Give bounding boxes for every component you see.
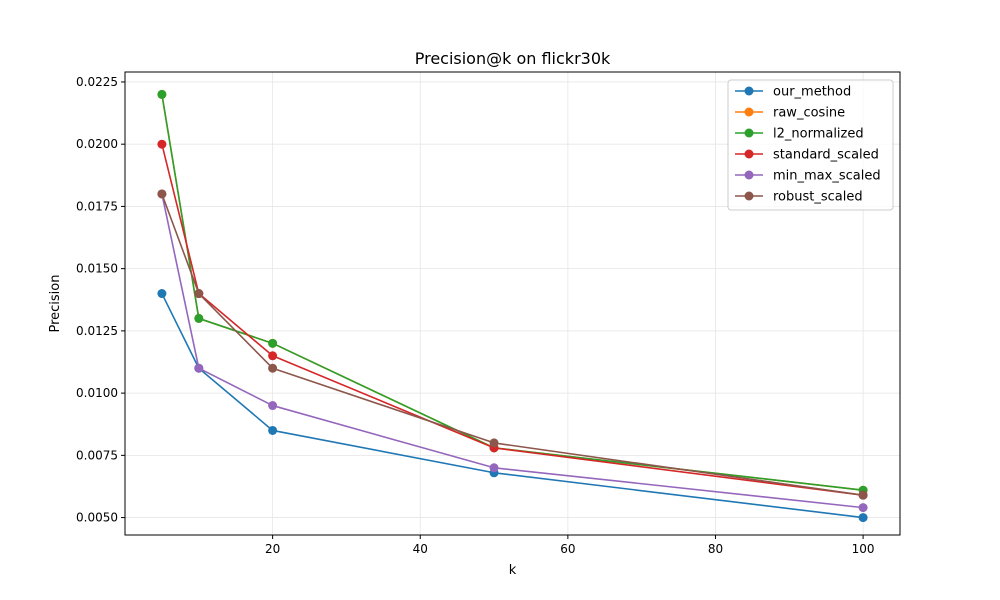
plot-frame bbox=[124, 71, 901, 536]
series-min_max_scaled bbox=[157, 189, 868, 513]
legend-swatch-marker bbox=[744, 107, 754, 117]
data-point bbox=[268, 363, 278, 373]
legend-item-our_method: our_method bbox=[735, 85, 851, 100]
data-point bbox=[194, 289, 204, 299]
legend-box bbox=[727, 79, 894, 211]
data-point bbox=[268, 425, 278, 435]
legend-swatch-marker bbox=[744, 170, 754, 180]
x-tick-label: 40 bbox=[413, 542, 428, 556]
legend-item-standard_scaled: standard_scaled bbox=[735, 148, 879, 163]
legend-label: robust_scaled bbox=[773, 190, 863, 205]
legend-item-robust_scaled: robust_scaled bbox=[735, 190, 863, 205]
data-point bbox=[858, 513, 868, 523]
legend-item-l2_normalized: l2_normalized bbox=[735, 127, 864, 142]
legend-swatch-marker bbox=[744, 191, 754, 201]
chart-title: Precision@k on flickr30k bbox=[415, 49, 611, 68]
y-tick-label: 0.0225 bbox=[76, 75, 118, 89]
y-tick-label: 0.0175 bbox=[76, 199, 118, 213]
y-tick-label: 0.0100 bbox=[76, 386, 118, 400]
legend-swatch-marker bbox=[744, 86, 754, 96]
data-point bbox=[268, 338, 278, 348]
legend-label: raw_cosine bbox=[773, 106, 845, 121]
data-point bbox=[489, 463, 499, 473]
data-point bbox=[157, 289, 167, 299]
series-layer bbox=[157, 89, 868, 523]
data-point bbox=[157, 139, 167, 149]
y-axis-label: Precision bbox=[48, 274, 63, 332]
y-tick-label: 0.0075 bbox=[76, 448, 118, 462]
legend-item-min_max_scaled: min_max_scaled bbox=[735, 169, 881, 184]
y-tick-label: 0.0125 bbox=[76, 324, 118, 338]
data-point bbox=[858, 490, 868, 500]
y-tick-label: 0.0050 bbox=[76, 511, 118, 525]
ticks: 20 40 60 80 100 0.0050 0.0075 0.0100 0.0125 0.015… bbox=[76, 75, 875, 556]
data-point bbox=[157, 189, 167, 199]
legend-label: our_method bbox=[773, 85, 851, 100]
data-point bbox=[489, 438, 499, 448]
series-robust_scaled bbox=[157, 189, 868, 500]
data-point bbox=[157, 89, 167, 99]
y-tick-label: 0.0150 bbox=[76, 262, 118, 276]
y-tick-label: 0.0200 bbox=[76, 137, 118, 151]
x-tick-label: 80 bbox=[708, 542, 723, 556]
legend-swatch-marker bbox=[744, 128, 754, 138]
legend-item-raw_cosine: raw_cosine bbox=[735, 106, 845, 121]
data-point bbox=[858, 503, 868, 513]
x-tick-label: 100 bbox=[852, 542, 875, 556]
x-tick-label: 60 bbox=[560, 542, 575, 556]
legend-swatch-marker bbox=[744, 149, 754, 159]
legend-label: l2_normalized bbox=[773, 127, 864, 142]
x-tick-label: 20 bbox=[265, 542, 280, 556]
data-point bbox=[194, 313, 204, 323]
data-point bbox=[268, 401, 278, 411]
x-axis-label: k bbox=[509, 563, 517, 578]
legend: our_method raw_cosine l2_normalizedstandar… bbox=[727, 79, 894, 211]
legend-label: standard_scaled bbox=[773, 148, 879, 163]
data-point bbox=[194, 363, 204, 373]
data-point bbox=[268, 351, 278, 361]
legend-label: min_max_scaled bbox=[773, 169, 881, 184]
